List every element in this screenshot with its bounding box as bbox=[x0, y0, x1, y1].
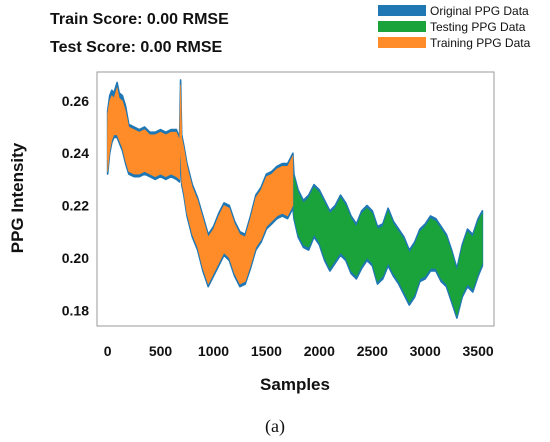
figure-caption: (a) bbox=[265, 416, 285, 437]
x-axis-ticks: 0 500 1000 1500 2000 2500 3000 3500 bbox=[104, 343, 494, 359]
y-axis-ticks: 0.18 0.20 0.22 0.24 0.26 bbox=[62, 93, 89, 318]
series-trace-testing-ppg-data bbox=[293, 187, 483, 307]
x-tick-label: 3500 bbox=[463, 343, 494, 359]
series-training-ppg-data bbox=[107, 84, 294, 285]
y-tick-label: 0.24 bbox=[62, 145, 89, 161]
x-tick-label: 500 bbox=[149, 343, 173, 359]
legend-label-training: Training PPG Data bbox=[430, 36, 531, 50]
x-tick-label: 0 bbox=[104, 343, 112, 359]
legend-swatch-original bbox=[378, 5, 426, 16]
series-band-training-ppg-data bbox=[107, 84, 294, 285]
legend-swatch-training bbox=[378, 37, 426, 48]
x-tick-label: 3000 bbox=[410, 343, 441, 359]
y-tick-label: 0.26 bbox=[62, 93, 89, 109]
x-tick-label: 1500 bbox=[251, 343, 282, 359]
x-axis-title: Samples bbox=[260, 375, 330, 394]
plot-area-frame bbox=[96, 71, 495, 327]
series-testing-ppg-data bbox=[293, 176, 483, 316]
y-tick-label: 0.18 bbox=[62, 302, 89, 318]
y-tick-label: 0.22 bbox=[62, 198, 89, 214]
x-tick-label: 1000 bbox=[198, 343, 229, 359]
y-axis-title: PPG Intensity bbox=[8, 142, 27, 253]
legend-label-testing: Testing PPG Data bbox=[430, 20, 526, 34]
test-score-text: Test Score: 0.00 RMSE bbox=[50, 39, 223, 56]
y-tick-label: 0.20 bbox=[62, 250, 89, 266]
chart-legend: Original PPG Data Testing PPG Data Train… bbox=[378, 4, 531, 50]
legend-swatch-testing bbox=[378, 21, 426, 32]
train-score-text: Train Score: 0.00 RMSE bbox=[50, 11, 229, 28]
series-trace-training-ppg-data bbox=[107, 98, 293, 275]
x-tick-label: 2500 bbox=[357, 343, 388, 359]
series-layer bbox=[106, 79, 484, 319]
legend-label-original: Original PPG Data bbox=[430, 4, 529, 18]
x-tick-label: 2000 bbox=[304, 343, 335, 359]
